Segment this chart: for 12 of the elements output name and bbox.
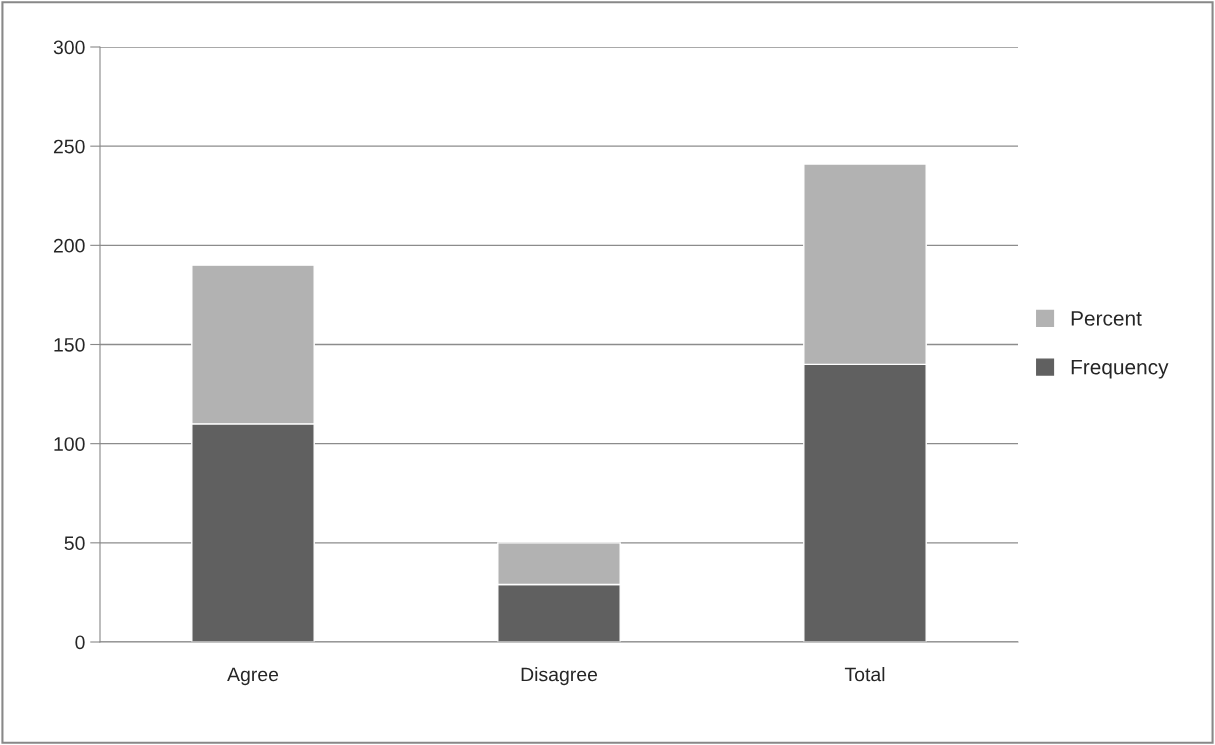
x-tick-label: Total [844,667,885,682]
y-tick-label: 200 [53,238,85,253]
y-tick-label: 250 [53,139,85,154]
legend-label: Frequency [1071,359,1169,379]
y-tick-label: 0 [75,635,85,650]
y-tick-label: 300 [53,40,85,55]
y-tick-label: 100 [54,437,85,451]
legend-label: Percent [1071,311,1142,326]
y-tick-label: 150 [54,337,85,352]
x-tick-label: Disagree [521,667,598,686]
y-tick-label: 50 [64,536,85,551]
x-tick-label: Agree [227,667,279,686]
